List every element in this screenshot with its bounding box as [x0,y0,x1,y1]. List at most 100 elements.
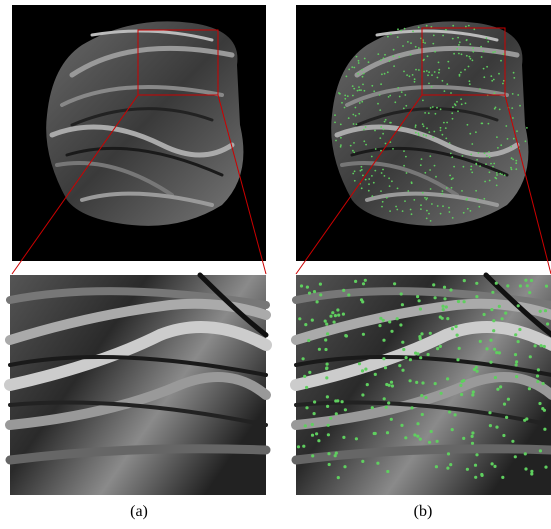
zoom-line [295,94,423,275]
sample-point [441,190,444,193]
sample-point [413,199,416,201]
sample-point [489,338,493,342]
sample-point [367,189,370,192]
sample-point [468,55,471,58]
sample-point [437,61,440,64]
sample-point [400,29,402,32]
sample-point [342,288,346,292]
sample-point [404,200,406,203]
sample-point [472,47,474,50]
sample-point [388,320,392,324]
sample-point [488,151,490,153]
sample-point [477,151,480,154]
sample-point [424,42,426,44]
sample-point [413,80,416,83]
sample-point [429,220,432,222]
panel-label: (a) [130,503,148,520]
sample-point [423,70,425,73]
sample-point [502,82,504,85]
sample-point [319,293,323,297]
sample-point [455,333,459,337]
sample-point [439,129,442,132]
sample-point [488,179,491,182]
sample-point [524,467,528,471]
sample-point [475,369,479,373]
sample-point [390,384,394,388]
sample-point [511,439,515,443]
sample-point [468,80,471,83]
sample-point [434,465,438,469]
sample-point [469,210,472,212]
sample-point [313,400,317,404]
sample-point [506,397,510,401]
sample-point [370,406,374,410]
sample-point [429,107,432,109]
sample-point [451,112,454,115]
sample-point [544,284,549,288]
sample-point [432,136,434,139]
sample-point [480,56,483,58]
sample-point [490,162,492,165]
sample-point [438,344,442,348]
sample-point [371,175,373,177]
sample-point [433,71,436,73]
sample-point [490,308,494,312]
sample-point [361,459,365,463]
sample-point [357,62,360,64]
sample-point [353,170,356,173]
sample-point [480,472,484,477]
sample-point [399,323,403,327]
sample-point [387,96,390,98]
sample-point [412,30,414,33]
sample-point [456,358,460,362]
sample-point [510,166,512,169]
sample-point [529,278,534,283]
sample-point [436,347,440,351]
sample-point [331,311,335,315]
sample-point [382,397,386,401]
sample-point [305,406,309,410]
sample-point [417,47,420,49]
sample-point [342,435,346,439]
sample-point [407,41,409,43]
sample-point [542,344,546,349]
sample-point [438,68,441,71]
sample-point [420,332,424,336]
sample-point [398,364,402,368]
sample-point [431,203,433,205]
sample-point [468,83,471,86]
sample-point [333,314,337,318]
sample-point [384,142,387,145]
sample-point [426,197,428,200]
sample-point [433,296,437,300]
sample-point [400,423,404,427]
sample-point [370,155,373,158]
sample-point [344,334,348,338]
sample-point [425,134,428,137]
sample-point [474,365,478,369]
sample-point [426,55,429,58]
sample-point [360,89,362,91]
sample-point [399,292,403,296]
sample-point [303,424,307,428]
zoom-box [137,29,219,96]
sample-point [303,374,307,378]
sample-point [495,351,499,355]
sample-point [485,347,489,351]
sample-point [443,90,446,92]
sample-point [434,112,437,115]
sample-point [490,462,494,466]
sample-point [354,279,358,283]
sample-point [427,112,430,115]
sample-point [492,319,496,323]
sample-point [491,290,495,294]
sample-point [462,211,465,214]
sample-point [493,464,497,468]
sample-point [359,169,362,172]
sample-point [425,217,428,220]
sample-point [371,84,374,87]
sample-point [365,383,369,387]
sample-point [417,134,420,137]
sample-point [362,174,364,177]
sample-point [452,106,454,109]
